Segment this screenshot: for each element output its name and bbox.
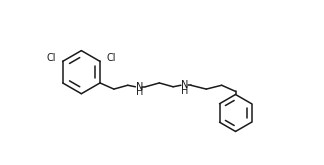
- Text: Cl: Cl: [46, 52, 56, 63]
- Text: H: H: [181, 86, 189, 96]
- Text: N: N: [181, 80, 189, 90]
- Text: Cl: Cl: [107, 52, 116, 63]
- Text: H: H: [136, 87, 143, 97]
- Text: N: N: [136, 82, 143, 92]
